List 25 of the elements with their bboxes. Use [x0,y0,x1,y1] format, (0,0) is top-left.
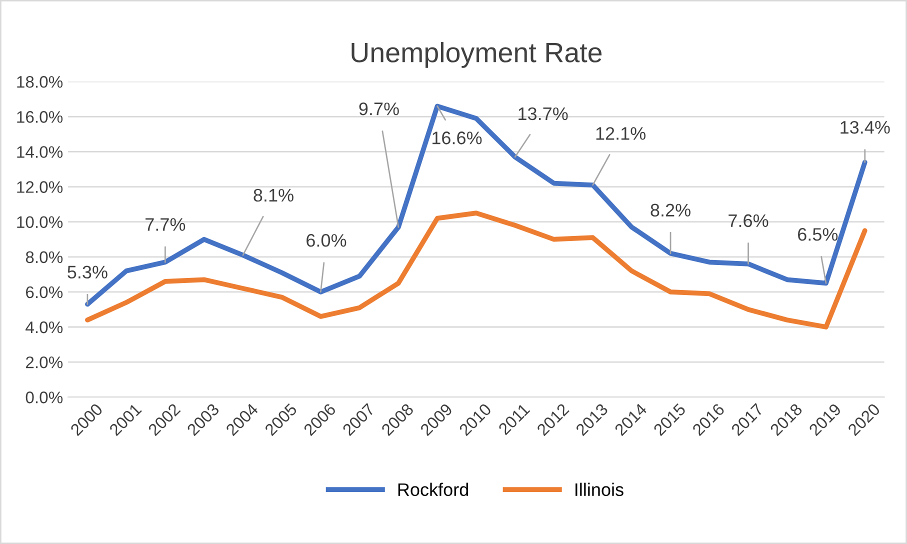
annotation: 7.7% [146,218,186,231]
annotation: 5.3% [68,266,108,279]
y-tick-label: 0.0% [26,392,63,404]
annotation: 6.5% [798,228,838,241]
legend-label: Rockford [398,482,468,496]
y-tick-label: 14.0% [17,146,63,158]
y-tick-label: 8.0% [26,251,63,264]
y-tick-label: 4.0% [26,321,63,334]
chart-title: Unemployment Rate [352,42,602,68]
y-tick-label: 2.0% [26,356,63,368]
legend-label: Illinois [576,482,624,496]
annotation: 13.4% [840,120,890,134]
y-tick-label: 18.0% [17,76,63,88]
annotation: 9.7% [359,102,399,116]
y-tick-label: 6.0% [26,286,63,298]
annotation: 13.7% [518,107,568,120]
annotation: 12.1% [596,127,646,140]
annotation: 8.2% [650,204,690,217]
annotation: 6.0% [306,234,346,247]
annotation: 16.6% [432,132,482,144]
annotation: 7.6% [728,214,768,228]
y-tick-label: 12.0% [17,181,63,193]
y-tick-label: 10.0% [17,216,63,228]
annotation: 8.1% [254,188,294,202]
y-tick-label: 16.0% [17,111,63,123]
